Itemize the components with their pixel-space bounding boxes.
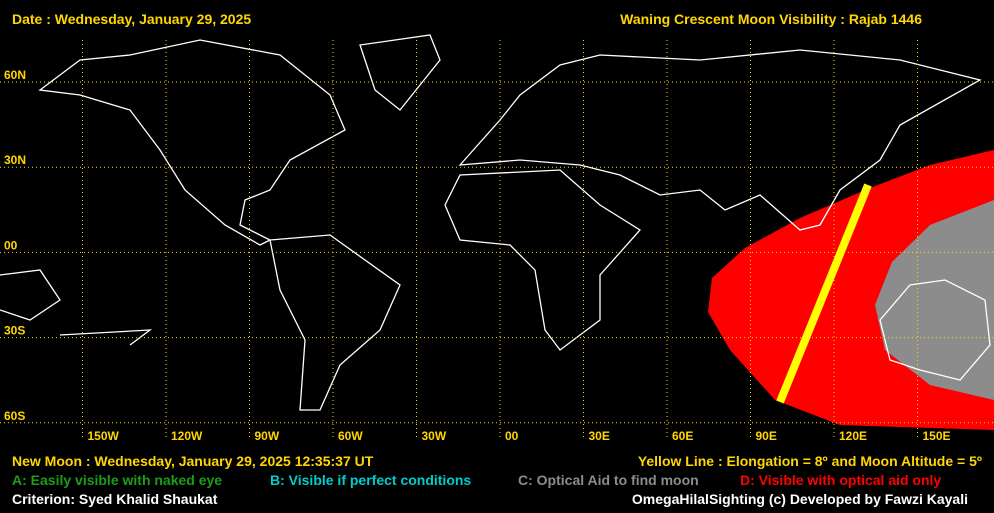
map [0, 34, 994, 430]
new-moon: New Moon : Wednesday, January 29, 2025 1… [12, 453, 374, 469]
lon-label: 90E [756, 429, 777, 443]
lat-label: 30N [4, 153, 26, 167]
lon-label: 120W [171, 429, 203, 443]
legend-a: A: Easily visible with naked eye [12, 472, 222, 488]
africa [444, 169, 641, 351]
lat-label: 30S [4, 324, 25, 338]
lon-label: 150W [88, 429, 120, 443]
criterion: Criterion: Syed Khalid Shaukat [12, 491, 218, 507]
zone-c [875, 200, 994, 400]
yellow-line-note: Yellow Line : Elongation = 8º and Moon A… [638, 453, 982, 469]
australia [879, 279, 991, 381]
lon-label: 60W [338, 429, 363, 443]
legend-b: B: Visible if perfect conditions [270, 472, 471, 488]
south-america [269, 234, 401, 411]
lat-label: 00 [4, 238, 18, 252]
lon-label: 00 [505, 429, 519, 443]
lon-label: 150E [923, 429, 951, 443]
title: Waning Crescent Moon Visibility : Rajab … [620, 11, 922, 27]
date: Date : Wednesday, January 29, 2025 [12, 11, 251, 27]
lon-label: 60E [672, 429, 693, 443]
north-america [38, 39, 346, 246]
lon-label: 30E [589, 429, 610, 443]
legend-d: D: Visible with optical aid only [740, 472, 941, 488]
lon-label: 90W [255, 429, 280, 443]
eurasia [458, 49, 982, 231]
pacific-islands [0, 269, 153, 346]
lat-label: 60S [4, 409, 25, 423]
lon-label: 30W [422, 429, 447, 443]
credit: OmegaHilalSighting (c) Developed by Fawz… [632, 491, 968, 507]
lat-label: 60N [4, 68, 26, 82]
lon-label: 120E [839, 429, 867, 443]
yellow-line [776, 183, 872, 404]
legend-c: C: Optical Aid to find moon [518, 472, 699, 488]
